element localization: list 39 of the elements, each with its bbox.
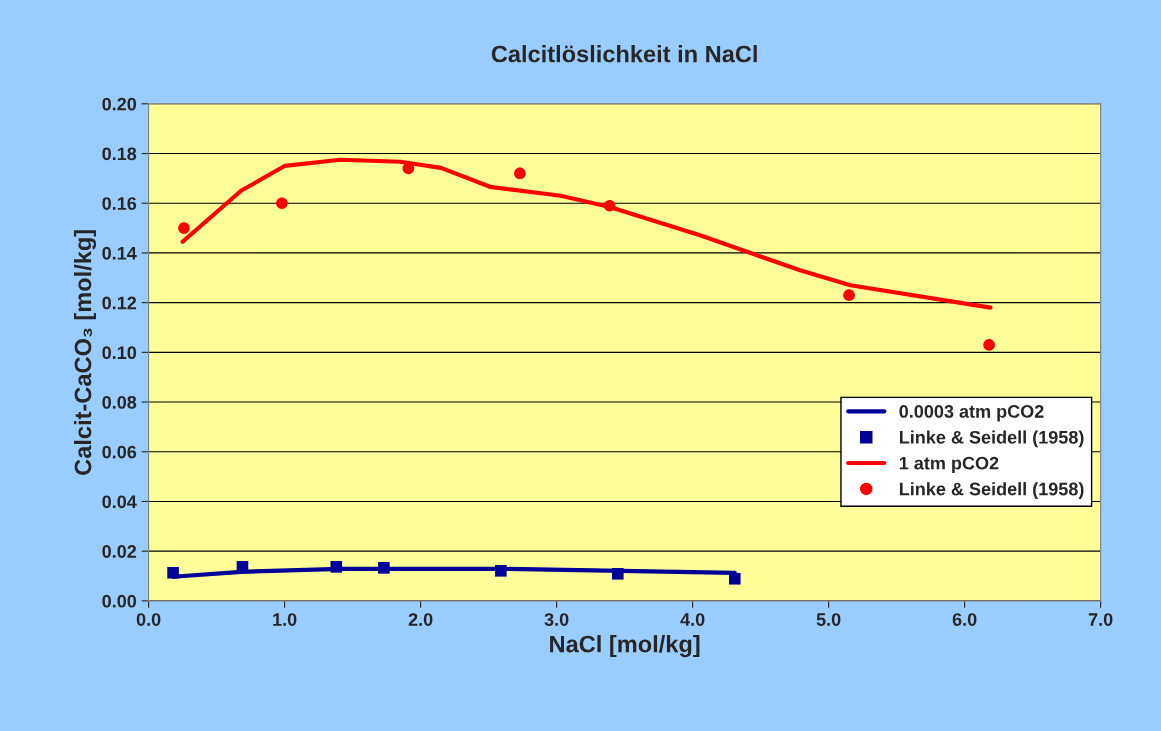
x-tick-label: 0.0 <box>136 613 161 626</box>
x-tick-label: 5.0 <box>816 613 841 626</box>
point <box>167 566 179 579</box>
y-tick-label: 0.00 <box>102 594 137 608</box>
point <box>514 167 526 180</box>
x-tick-label: 6.0 <box>952 613 977 626</box>
point <box>330 561 343 573</box>
x-tick-label: 4.0 <box>680 613 705 626</box>
x-tick-label: 2.0 <box>408 613 433 626</box>
point <box>612 567 624 580</box>
y-tick-label: 0.14 <box>102 246 137 260</box>
x-tick-label: 3.0 <box>544 613 569 626</box>
y-tick-label: 0.12 <box>102 296 137 310</box>
y-tick-label: 0.20 <box>102 97 137 111</box>
y-tick-label: 0.16 <box>102 197 137 210</box>
y-tick-label: 0.10 <box>102 346 137 360</box>
x-tick-label: 1.0 <box>273 613 297 626</box>
point <box>378 562 390 574</box>
y-axis-title: Calcit-CaCO₃ [mol/kg] <box>74 230 97 475</box>
point <box>603 199 616 212</box>
x-tick-label: 7.0 <box>1088 613 1113 626</box>
line-series <box>180 157 993 310</box>
legend-label: Linke & Seidell (1958) <box>899 430 1084 448</box>
y-tick-label: 0.04 <box>102 495 137 509</box>
point <box>983 339 995 351</box>
point <box>178 222 190 234</box>
x-axis-title: NaCl [mol/kg] <box>550 635 700 658</box>
point <box>843 289 855 301</box>
y-tick-label: 0.08 <box>102 395 137 409</box>
legend-label: Linke & Seidell (1958) <box>899 482 1084 499</box>
y-tick-label: 0.18 <box>102 147 137 161</box>
legend-label: 0.0003 atm pCO2 <box>899 405 1044 422</box>
chart-title: Calcitlöslichkeit in NaCl <box>491 45 757 63</box>
point <box>495 565 507 577</box>
y-tick-label: 0.06 <box>102 445 137 459</box>
point <box>276 197 288 210</box>
legend-label: 1 atm pCO2 <box>899 456 999 474</box>
y-tick-label: 0.02 <box>102 545 137 558</box>
point <box>728 572 741 585</box>
